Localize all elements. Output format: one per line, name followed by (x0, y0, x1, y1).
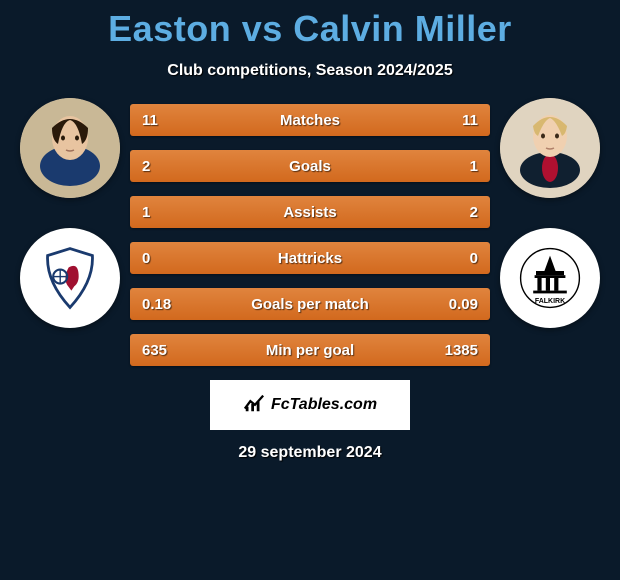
stat-label: Matches (280, 112, 340, 129)
chart-icon (243, 392, 265, 419)
stat-row: 0.18 Goals per match 0.09 (130, 288, 490, 320)
attribution-text: FcTables.com (271, 396, 377, 414)
player-left-club-crest-icon (20, 228, 120, 328)
comparison-date: 29 september 2024 (238, 444, 381, 462)
svg-text:FALKIRK: FALKIRK (535, 298, 565, 305)
stats-column: 11 Matches 11 2 Goals 1 1 Assists 2 0 Ha… (130, 104, 490, 366)
player-right-club-crest-icon: FALKIRK (500, 228, 600, 328)
stat-row: 0 Hattricks 0 (130, 242, 490, 274)
right-player-column: FALKIRK (490, 98, 610, 328)
stat-label: Min per goal (266, 342, 354, 359)
stat-label: Goals (289, 158, 331, 175)
stat-label: Assists (283, 204, 336, 221)
comparison-body: 11 Matches 11 2 Goals 1 1 Assists 2 0 Ha… (0, 98, 620, 366)
comparison-subtitle: Club competitions, Season 2024/2025 (167, 62, 452, 80)
player-right-avatar-icon (500, 98, 600, 198)
stat-row: 2 Goals 1 (130, 150, 490, 182)
stat-left-value: 0.18 (142, 296, 182, 313)
stat-label: Goals per match (251, 296, 369, 313)
stat-right-value: 11 (438, 112, 478, 129)
stat-left-value: 2 (142, 158, 182, 175)
player-left-avatar-icon (20, 98, 120, 198)
comparison-title: Easton vs Calvin Miller (108, 8, 512, 50)
stat-row: 1 Assists 2 (130, 196, 490, 228)
left-player-column (10, 98, 130, 328)
stat-left-value: 1 (142, 204, 182, 221)
stat-right-value: 2 (438, 204, 478, 221)
stat-row: 11 Matches 11 (130, 104, 490, 136)
stat-right-value: 1385 (438, 342, 478, 359)
stat-label: Hattricks (278, 250, 342, 267)
stat-right-value: 0.09 (438, 296, 478, 313)
stat-right-value: 0 (438, 250, 478, 267)
stat-row: 635 Min per goal 1385 (130, 334, 490, 366)
stat-left-value: 0 (142, 250, 182, 267)
attribution-badge: FcTables.com (210, 380, 410, 430)
stat-right-value: 1 (438, 158, 478, 175)
stat-left-value: 635 (142, 342, 182, 359)
stat-left-value: 11 (142, 112, 182, 129)
